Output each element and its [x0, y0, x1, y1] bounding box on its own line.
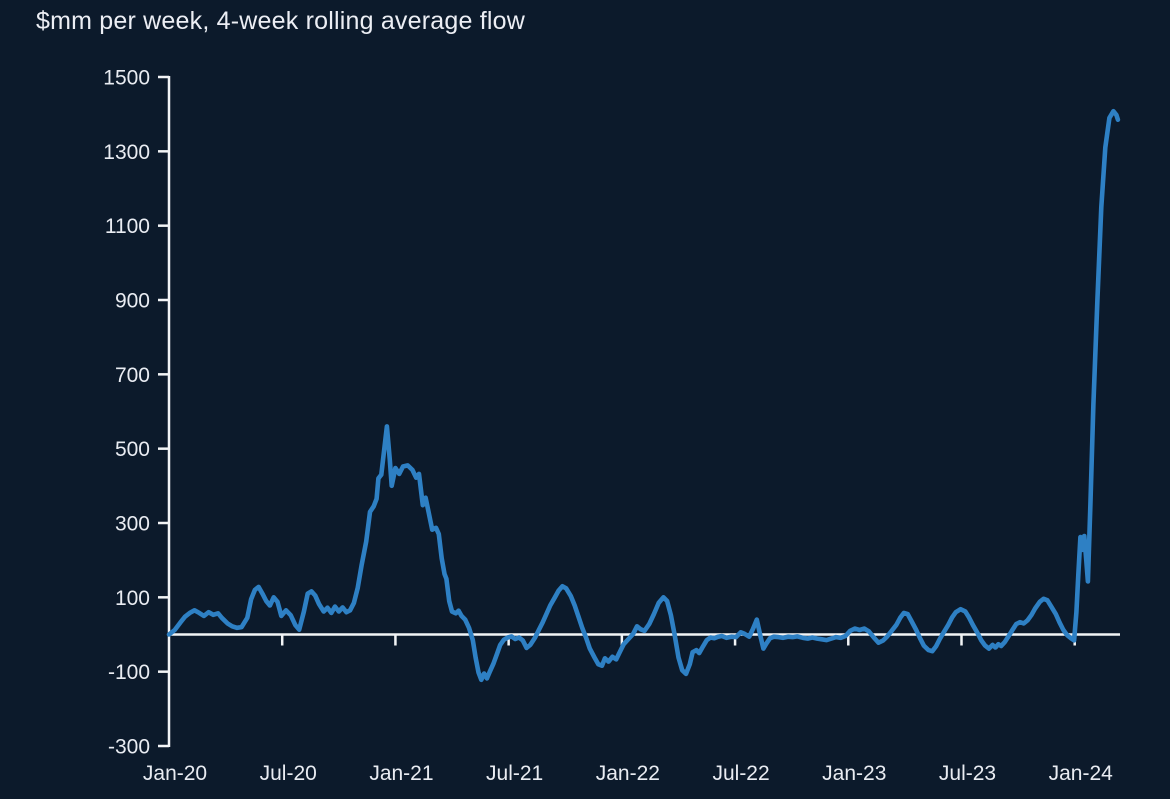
x-tick-label: Jan-20 — [143, 762, 207, 785]
y-tick-label: -300 — [108, 736, 150, 759]
y-tick-label: 300 — [115, 513, 150, 536]
y-tick-label: 1300 — [103, 141, 150, 164]
x-tick-label: Jan-24 — [1049, 762, 1114, 785]
flow-line — [166, 108, 1121, 683]
x-tick-label: Jul-20 — [260, 762, 317, 785]
x-tick-label: Jul-22 — [712, 762, 769, 785]
y-tick-label: -100 — [108, 661, 150, 684]
y-tick-label: 700 — [115, 364, 150, 387]
x-tick-label: Jan-21 — [369, 762, 433, 785]
y-tick-label: 500 — [115, 438, 150, 461]
x-tick-label: Jan-22 — [596, 762, 660, 785]
y-tick-label: 1500 — [103, 67, 150, 90]
x-tick-label: Jul-21 — [486, 762, 543, 785]
x-tick-label: Jan-23 — [822, 762, 886, 785]
x-tick-label: Jul-23 — [939, 762, 996, 785]
y-tick-label: 100 — [115, 587, 150, 610]
chart-title: $mm per week, 4-week rolling average flo… — [36, 7, 525, 35]
y-tick-label: 1100 — [105, 215, 150, 238]
y-tick-label: 900 — [115, 290, 150, 313]
